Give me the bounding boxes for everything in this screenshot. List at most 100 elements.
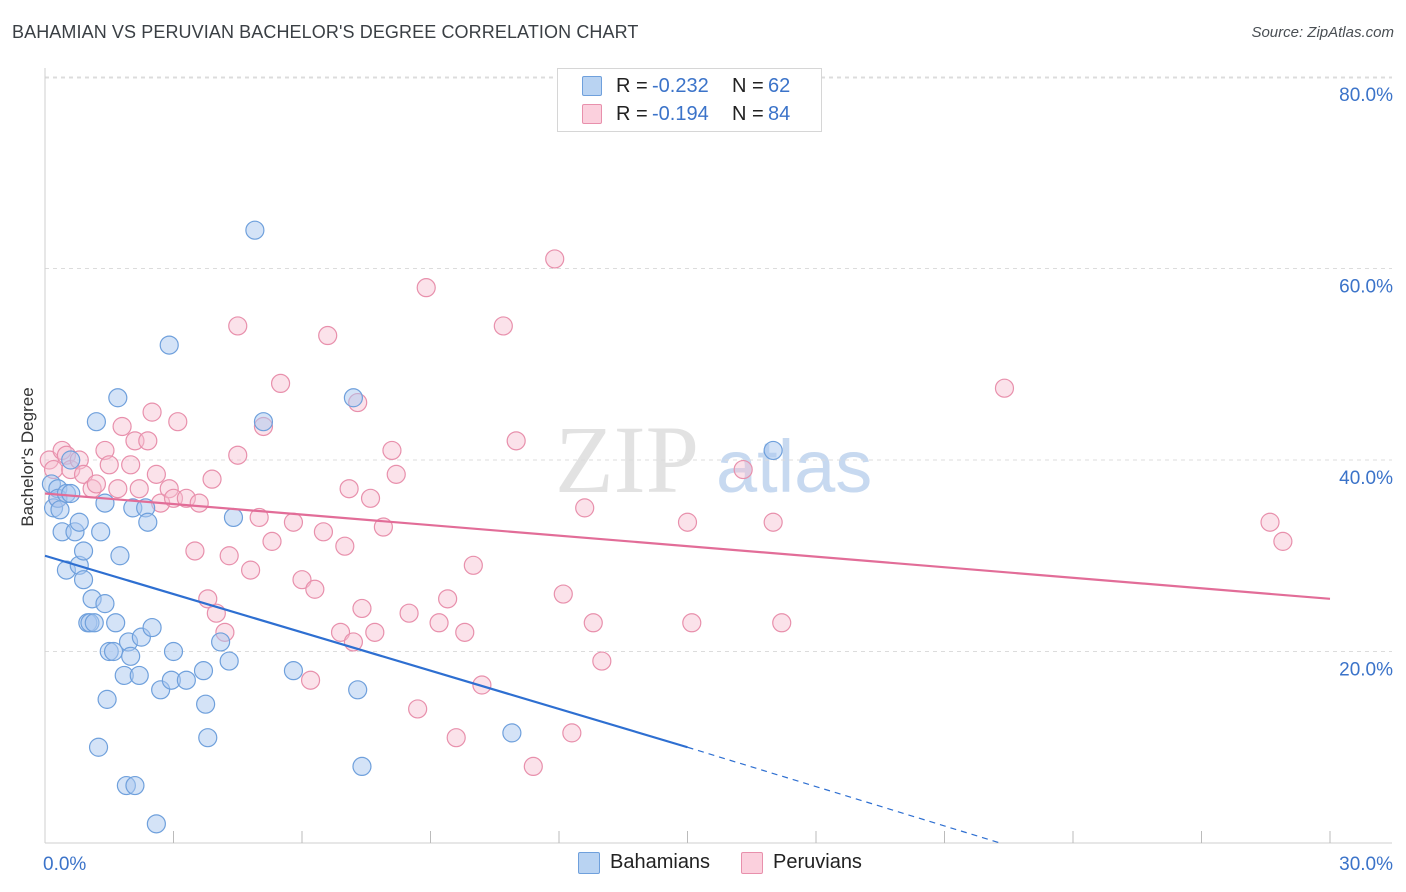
bahamian-point <box>61 483 81 504</box>
peruvian-point <box>352 598 372 619</box>
peruvian-point <box>283 512 304 532</box>
peruvian-point <box>142 402 162 422</box>
bahamians-trend-extension <box>687 746 1001 844</box>
bahamian-point <box>219 651 239 671</box>
peruvian-point <box>270 373 291 393</box>
peruvian-point <box>583 613 603 633</box>
peruvian-point <box>318 325 338 346</box>
legend-swatch-pink <box>582 104 602 124</box>
peruvian-point <box>677 512 698 532</box>
bahamian-point <box>110 546 130 566</box>
bahamians-label: Bahamians <box>610 851 711 873</box>
peruvians-swatch <box>741 851 763 874</box>
peruvian-point <box>146 464 166 484</box>
peruvian-point <box>168 412 188 432</box>
peruvian-point <box>185 541 205 561</box>
bahamian-point <box>138 512 158 532</box>
legend-item-peruvians[interactable]: Peruvians <box>741 851 862 874</box>
peruvian-point <box>241 560 261 580</box>
bahamian-point <box>108 388 128 408</box>
bahamian-point <box>352 756 372 777</box>
bahamian-point <box>84 613 104 633</box>
bahamian-point <box>95 594 115 614</box>
bahamians-swatch <box>578 851 600 874</box>
peruvian-point <box>575 498 595 518</box>
peruvian-point <box>159 479 179 499</box>
peruvian-point <box>365 622 385 642</box>
peruvian-point <box>335 536 355 556</box>
legend-n-label: N = <box>732 74 764 97</box>
peruvian-point <box>408 699 428 719</box>
legend-r-value: -0.232 <box>652 74 709 97</box>
peruvian-point <box>682 613 702 633</box>
peruvian-point <box>523 756 543 777</box>
peruvian-point <box>455 622 475 642</box>
peruvian-point <box>313 522 334 542</box>
peruvian-point <box>305 579 325 599</box>
legend-swatch-blue <box>582 76 602 96</box>
bahamian-point <box>95 493 115 513</box>
bahamian-point <box>343 388 363 408</box>
peruvian-point <box>249 507 269 528</box>
peruvian-point <box>228 316 248 336</box>
bahamian-point <box>142 617 162 638</box>
peruvian-point <box>545 249 565 269</box>
stats-legend: R = -0.232 N = 62 R = -0.194 N = 84 <box>557 68 822 132</box>
bahamian-point <box>129 665 149 686</box>
axes <box>44 68 1392 844</box>
peruvian-point <box>219 546 239 566</box>
peruvian-point <box>1273 531 1293 551</box>
legend-n-value: 84 <box>768 102 791 125</box>
legend-item-bahamians[interactable]: Bahamians <box>578 851 710 874</box>
peruvian-point <box>108 479 128 499</box>
x-tick-labels: 0.0% 30.0% <box>43 854 1393 875</box>
y-tick-labels: 20.0% 40.0% 60.0% 80.0% <box>1339 85 1393 681</box>
watermark-atlas: atlas <box>716 425 872 508</box>
legend-row-bahamians: R = -0.232 N = 62 <box>558 72 790 100</box>
bahamian-point <box>86 412 107 432</box>
bahamian-point <box>502 723 522 743</box>
peruvian-point <box>121 455 141 475</box>
y-tick-label: 20.0% <box>1339 660 1393 681</box>
watermark-zip: ZIP <box>555 406 699 513</box>
peruvian-point <box>446 728 466 748</box>
watermark: ZIP atlas <box>555 406 872 513</box>
x-tick-label: 0.0% <box>43 854 86 875</box>
peruvian-point <box>553 584 573 604</box>
y-tick-label: 60.0% <box>1339 277 1393 298</box>
peruvian-point <box>330 622 351 642</box>
peruvian-point <box>763 512 783 532</box>
peruvian-point <box>99 455 119 475</box>
bahamian-point <box>73 541 94 561</box>
bahamian-point <box>211 632 231 652</box>
peruvian-point <box>228 445 248 465</box>
bahamian-point <box>198 728 218 748</box>
peruvian-point <box>138 431 158 451</box>
peruvian-point <box>493 316 513 336</box>
peruvian-point <box>292 570 312 590</box>
peruvian-point <box>399 603 419 623</box>
legend-n-label: N = <box>732 102 764 125</box>
peruvian-point <box>429 613 449 633</box>
bahamians-trend-line <box>44 554 688 749</box>
y-tick-label: 40.0% <box>1339 468 1393 489</box>
peruvian-point <box>262 531 282 551</box>
peruvian-point <box>360 488 381 508</box>
bahamian-point <box>245 220 265 240</box>
peruvian-point <box>592 651 612 671</box>
legend-r-value: -0.194 <box>652 102 709 125</box>
peruvian-point <box>73 464 94 484</box>
series-legend: Bahamians Peruvians <box>0 851 1406 877</box>
legend-row-peruvians: R = -0.194 N = 84 <box>558 100 790 128</box>
peruvian-point <box>463 555 483 575</box>
peruvian-point <box>562 723 582 743</box>
bahamian-point <box>196 694 216 714</box>
bahamian-point <box>91 522 111 542</box>
bahamian-point <box>121 646 141 666</box>
bahamian-point <box>253 412 274 432</box>
peruvian-point <box>733 459 753 480</box>
bahamians-points <box>41 220 783 834</box>
bahamian-point <box>61 450 81 470</box>
bahamian-point <box>223 507 244 528</box>
legend-r-label: R = <box>616 102 648 125</box>
